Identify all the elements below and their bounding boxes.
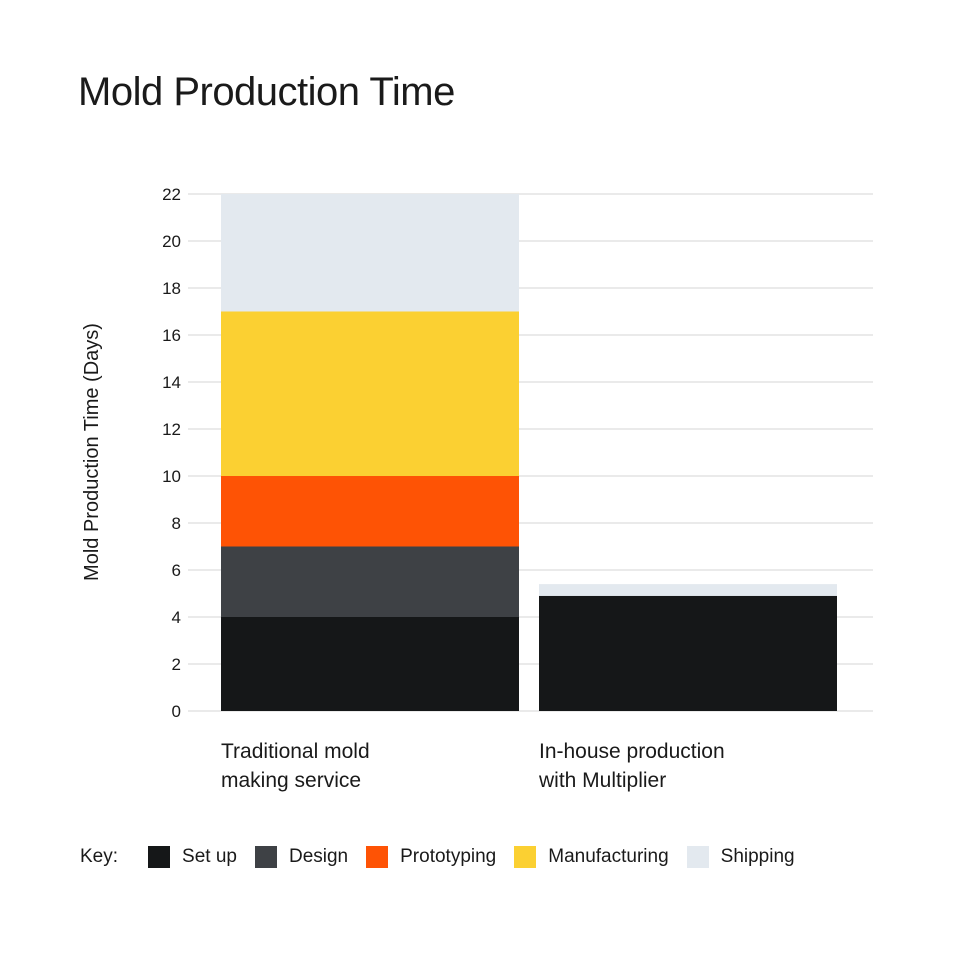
legend-label: Set up: [182, 846, 237, 867]
legend-swatch: [686, 846, 709, 868]
category-label: with Multiplier: [538, 769, 666, 792]
y-tick-label: 14: [162, 373, 181, 392]
bar-segment-set-up: [539, 595, 837, 711]
y-tick-label: 16: [162, 326, 181, 345]
legend-label: Manufacturing: [548, 846, 669, 867]
y-tick-label: 8: [172, 514, 181, 533]
legend-items: Set up Design Prototyping Manufacturing Ship…: [148, 846, 813, 868]
legend-item: Set up: [148, 846, 237, 868]
legend-key-label: Key:: [80, 846, 119, 867]
category-label: In-house production: [539, 740, 725, 763]
bar-segment-prototyping: [221, 476, 519, 547]
bar-segment-manufacturing: [221, 311, 519, 476]
legend-swatch: [148, 846, 171, 868]
bar-segment-set-up: [221, 617, 519, 711]
legend: Key: Set up Design Prototyping Manufacturin…: [80, 846, 813, 868]
category-label: Traditional mold: [221, 740, 370, 763]
y-tick-label: 18: [162, 279, 181, 298]
y-tick-label: 6: [172, 561, 181, 580]
chart-title: Mold Production Time: [78, 70, 455, 114]
category-label: making service: [221, 769, 361, 792]
y-tick-label: 22: [162, 185, 181, 204]
legend-item: Manufacturing: [514, 846, 669, 868]
legend-item: Prototyping: [366, 846, 496, 868]
legend-item: Design: [254, 846, 349, 868]
y-axis-label: Mold Production Time (Days): [81, 323, 103, 581]
legend-swatch: [366, 846, 389, 868]
y-tick-label: 2: [172, 655, 181, 674]
legend-item: Shipping: [686, 846, 795, 868]
y-tick-label: 0: [172, 702, 181, 721]
legend-swatch: [254, 846, 277, 868]
legend-swatch: [514, 846, 537, 868]
y-tick-label: 12: [162, 420, 181, 439]
bar-segment-shipping: [221, 194, 519, 312]
bar-segment-design: [221, 546, 519, 617]
legend-label: Design: [288, 846, 349, 867]
y-tick-label: 4: [172, 608, 181, 627]
y-tick-label: 10: [162, 467, 181, 486]
legend-label: Shipping: [720, 846, 795, 867]
bar-segment-shipping: [539, 584, 837, 596]
legend-label: Prototyping: [400, 846, 497, 867]
y-tick-label: 20: [162, 232, 181, 251]
